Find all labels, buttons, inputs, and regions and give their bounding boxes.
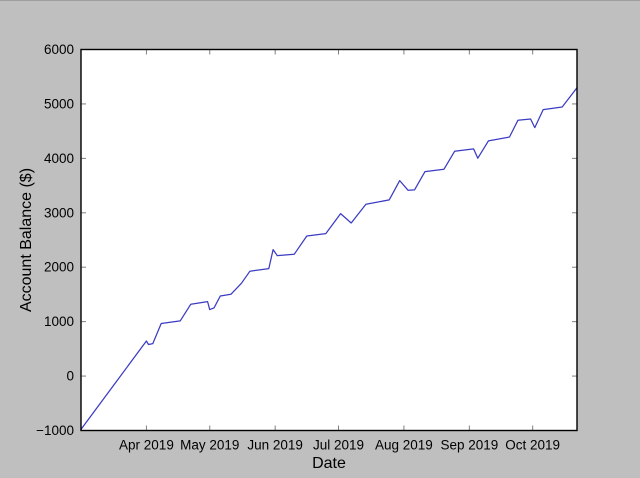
x-tick-label: Aug 2019 — [375, 438, 433, 453]
y-tick-label: 6000 — [44, 42, 74, 57]
y-tick-label: 2000 — [44, 260, 74, 275]
y-tick-label: 3000 — [44, 205, 74, 220]
x-tick-label: Jul 2019 — [313, 438, 364, 453]
x-tick-label: Jun 2019 — [247, 438, 303, 453]
y-tick-label: −1000 — [36, 423, 74, 438]
x-axis-label: Date — [312, 455, 346, 472]
y-axis-label: Account Balance ($) — [18, 167, 35, 313]
window-top-edge — [0, 0, 640, 1]
balance-line — [80, 87, 578, 431]
x-tick-label: Oct 2019 — [505, 438, 560, 453]
x-tick-label: May 2019 — [180, 438, 239, 453]
x-tick-label: Apr 2019 — [119, 438, 174, 453]
plot-area — [81, 49, 577, 431]
y-tick-label: 0 — [66, 369, 74, 384]
y-tick-label: 1000 — [44, 314, 74, 329]
axes-box — [80, 48, 578, 432]
y-tick-label: 5000 — [44, 96, 74, 111]
x-tick-label: Sep 2019 — [440, 438, 498, 453]
y-tick-label: 4000 — [44, 151, 74, 166]
